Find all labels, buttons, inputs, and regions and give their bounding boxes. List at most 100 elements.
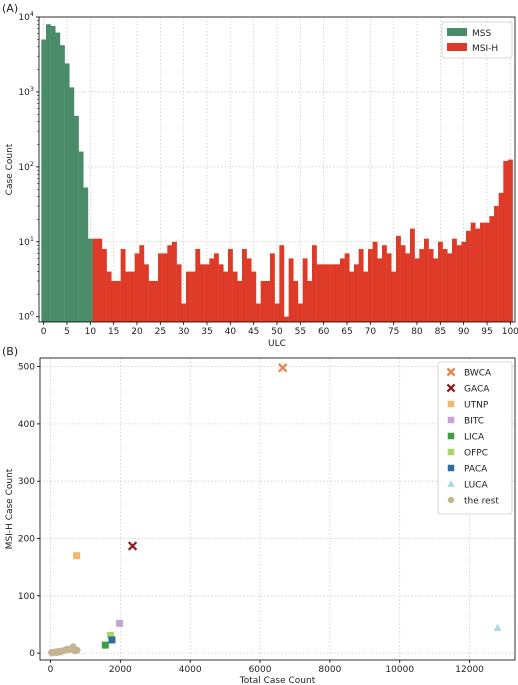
bar-msi-h (307, 280, 313, 322)
y-tick-label: 0 (29, 649, 35, 659)
legend-marker-lica (447, 432, 455, 440)
bar-msi-h (344, 253, 350, 322)
bar-msi-h (246, 258, 252, 322)
point-the-rest (73, 646, 81, 654)
bar-msi-h (176, 264, 182, 322)
y-axis-label: Case Count (5, 143, 15, 195)
bar-msi-h (391, 271, 397, 322)
x-tick-label: 25 (155, 327, 166, 337)
x-tick-label: 12000 (455, 665, 484, 675)
bar-msi-h (106, 271, 112, 322)
panel-a-label: (A) (2, 2, 18, 15)
legend-marker-the-rest (447, 496, 455, 504)
bar-msi-h (256, 303, 261, 322)
bar-msi-h (186, 271, 191, 322)
legend-box (437, 361, 513, 515)
x-tick-label: 20 (131, 327, 143, 337)
scatter-chart: 0 2000 4000 6000 8000 10000 12000 0 100 200 300 400… (5, 357, 516, 685)
x-tick-label: 10 (85, 327, 97, 337)
bar-msi-h (410, 228, 415, 322)
bar-msi-h (172, 241, 177, 322)
x-tick-label: 0 (48, 665, 54, 675)
bar-msi-h (144, 264, 149, 322)
y-tick-label: 200 (18, 535, 35, 545)
bar-msi-h (358, 249, 364, 322)
x-tick-label: 90 (458, 327, 470, 337)
bar-mss (69, 87, 75, 322)
bar-msi-h (293, 280, 299, 322)
bar-msi-h (480, 222, 485, 322)
bar-msi-h (419, 249, 425, 322)
bar-msi-h (461, 241, 467, 322)
point-bwca (278, 363, 288, 373)
y-tick-label: 102 (18, 160, 34, 173)
x-tick-label: 95 (481, 327, 492, 337)
bar-msi-h (405, 253, 411, 322)
x-tick-label: 10000 (385, 665, 414, 675)
point-gaca (127, 541, 138, 551)
bar-msi-h (494, 206, 499, 322)
bar-msi-h (400, 245, 406, 322)
legend-marker-gaca (446, 383, 456, 393)
legend-marker-luca (447, 480, 455, 487)
bar-msi-h (438, 241, 443, 322)
bar-msi-h (200, 264, 205, 322)
point-lica (101, 641, 109, 649)
histogram-chart: 0 5 10 15 20 25 30 35 40 45 50 55 60 65 70 75 80 85 90 95 10… (5, 10, 518, 349)
bar-msi-h (442, 249, 448, 322)
legend-marker-ofpc (447, 448, 455, 456)
x-tick-label: 100 (502, 327, 518, 337)
bar-msi-h (377, 258, 383, 322)
y-tick-label: 104 (18, 10, 34, 23)
y-tick-label: 300 (18, 477, 35, 487)
bar-msi-h (139, 245, 145, 322)
legend-label: UTNP (464, 401, 489, 411)
x-tick-label: 45 (248, 327, 259, 337)
legend-marker-gaca-stroke (446, 383, 456, 393)
legend-marker-bwca (446, 367, 456, 377)
x-tick-label: 15 (108, 327, 119, 337)
y-tick-label: 103 (18, 85, 34, 98)
bar-msi-h (223, 271, 229, 322)
legend-label: BWCA (464, 369, 492, 379)
bar-msi-h (428, 249, 434, 322)
bar-mss (50, 25, 56, 322)
bar-msi-h (475, 228, 481, 322)
bar-msi-h (396, 235, 401, 322)
bar-msi-h (162, 253, 168, 322)
bar-msi-h (288, 258, 294, 322)
bar-msi-h (97, 238, 103, 322)
bar-msi-h (447, 253, 453, 322)
bar-msi-h (312, 245, 317, 322)
bar-msi-h (218, 264, 224, 322)
bar-msi-h (130, 271, 135, 322)
bar-msi-h (153, 280, 159, 322)
bar-msi-h (284, 316, 289, 322)
bar-mss (74, 115, 79, 322)
bar-msi-h (195, 249, 201, 322)
bar-msi-h (354, 264, 359, 322)
bar-mss (55, 32, 61, 322)
legend-label: MSS (472, 29, 491, 39)
bar-msi-h (260, 280, 266, 322)
bar-msi-h (349, 271, 355, 322)
bar-mss (83, 187, 89, 322)
y-tick-label: 100 (18, 310, 34, 323)
bar-msi-h (368, 249, 373, 322)
bar-msi-h (363, 271, 369, 322)
legend-swatch-mss (447, 28, 467, 36)
bar-msi-h (190, 271, 196, 322)
bar-msi-h (386, 253, 392, 322)
x-tick-label: 75 (388, 327, 399, 337)
bar-mss (41, 39, 47, 322)
bar-msi-h (508, 159, 513, 322)
legend-label: OFPC (464, 449, 488, 459)
bar-msi-h (316, 264, 322, 322)
legend-label: LUCA (464, 481, 488, 491)
legend-label: MSI-H (472, 44, 498, 54)
bar-msi-h (466, 230, 471, 322)
legend-marker-bwca-stroke (446, 367, 456, 377)
x-tick-label: 2000 (109, 665, 132, 675)
bar-msi-h (326, 264, 331, 322)
x-tick-label: 65 (341, 327, 352, 337)
